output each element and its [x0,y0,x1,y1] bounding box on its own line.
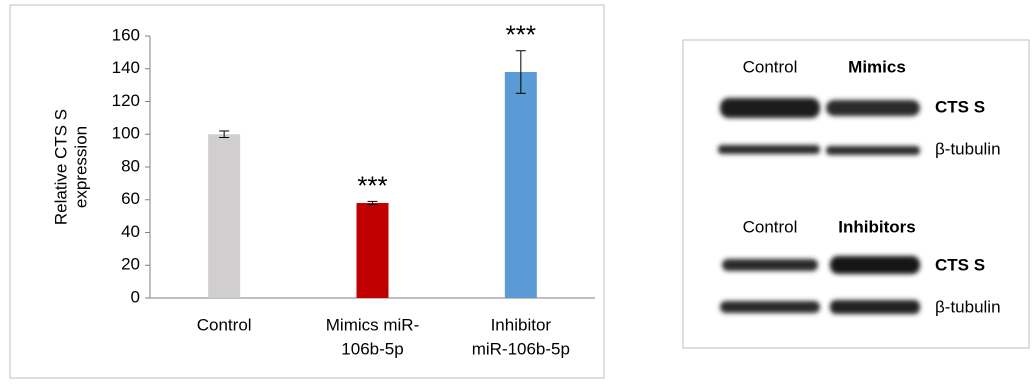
x-tick-label: Inhibitor [491,315,552,334]
y-tick-label: 60 [121,189,140,208]
band [826,146,920,155]
lane-label: Inhibitors [838,217,915,236]
y-tick-label: 20 [121,255,140,274]
band [830,256,920,274]
y-axis-label: expression [71,126,90,208]
y-tick-label: 120 [112,91,140,110]
y-tick-label: 160 [112,25,140,44]
x-tick-label: 106b-5p [341,339,403,358]
figure: Control Mimics CTS S β-tubulin Control I… [0,0,1032,385]
lane-label: Control [743,57,798,76]
y-tick-label: 40 [121,222,140,241]
blot-bands [718,98,920,314]
lane-label: Mimics [848,57,906,76]
y-tick-label: 100 [112,124,140,143]
band [720,301,820,313]
bar [208,134,240,298]
band-label: CTS S [935,255,985,274]
bar [357,203,389,298]
y-tick-label: 0 [131,287,140,306]
band [830,300,920,314]
y-tick-label: 140 [112,58,140,77]
band [718,145,820,154]
y-axis-label: Relative CTS S [51,109,70,225]
band [722,259,818,271]
band [720,98,820,118]
x-tick-label: miR-106b-5p [472,339,570,358]
x-tick-label: Mimics miR- [326,315,419,334]
significance-label: *** [357,170,387,200]
significance-label: *** [506,20,536,50]
band-label: β-tubulin [935,297,1001,316]
lane-label: Control [743,217,798,236]
band [826,100,920,116]
x-tick-label: Control [197,315,252,334]
bar [505,72,537,298]
band-label: CTS S [935,97,985,116]
y-tick-label: 80 [121,156,140,175]
band-label: β-tubulin [935,139,1001,158]
